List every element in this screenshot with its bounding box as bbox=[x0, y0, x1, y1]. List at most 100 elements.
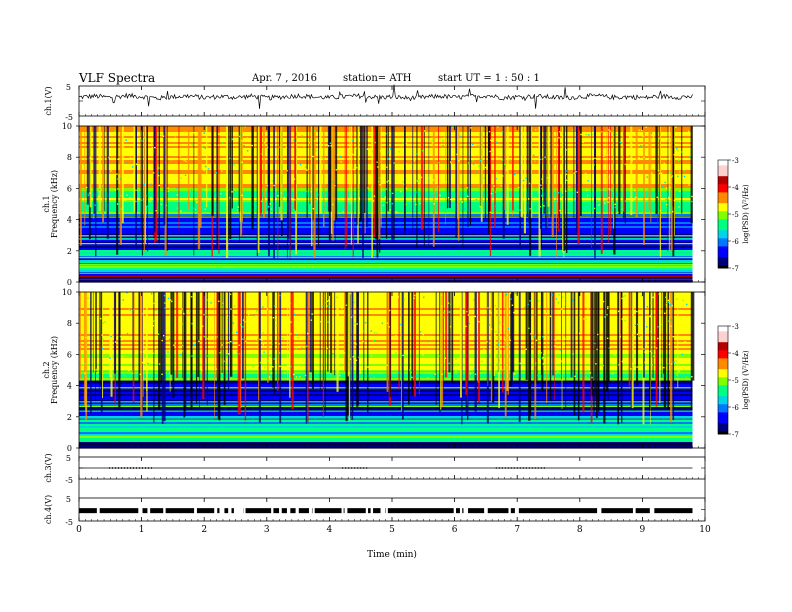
spectral-speckle bbox=[217, 144, 220, 146]
spectral-speckle bbox=[542, 363, 545, 365]
sferic-line bbox=[659, 126, 661, 243]
spectral-speckle bbox=[450, 325, 452, 328]
spectrogram-band bbox=[79, 218, 693, 221]
sferic-line bbox=[448, 292, 451, 373]
sferic-line bbox=[400, 292, 403, 412]
spectral-speckle bbox=[301, 347, 303, 349]
sferic-line bbox=[260, 126, 262, 217]
spectrogram-band bbox=[79, 222, 693, 225]
spectral-speckle bbox=[180, 172, 182, 175]
spectral-speckle bbox=[689, 155, 692, 157]
spectral-speckle bbox=[638, 129, 640, 132]
spectral-speckle bbox=[180, 139, 182, 141]
spectral-speckle bbox=[379, 184, 381, 186]
sferic-line bbox=[511, 292, 513, 386]
spectral-speckle bbox=[564, 305, 566, 308]
spectral-speckle bbox=[279, 294, 281, 297]
sferic-line bbox=[643, 126, 645, 245]
spectral-speckle bbox=[110, 170, 112, 172]
spectral-speckle bbox=[636, 310, 638, 313]
ch4-gap bbox=[243, 507, 246, 514]
spectral-speckle bbox=[473, 368, 476, 370]
spectral-speckle bbox=[435, 166, 437, 168]
spectral-speckle bbox=[114, 130, 116, 132]
spectral-speckle bbox=[126, 332, 129, 335]
spectral-speckle bbox=[434, 200, 436, 202]
spectral-speckle bbox=[675, 154, 677, 156]
sferic-line bbox=[334, 126, 336, 243]
spectral-speckle bbox=[660, 323, 662, 326]
spectral-speckle bbox=[624, 163, 626, 166]
spectral-speckle bbox=[230, 308, 232, 310]
spectral-speckle bbox=[312, 155, 314, 158]
spectral-speckle bbox=[167, 297, 170, 300]
spectral-speckle bbox=[559, 349, 561, 351]
spectral-speckle bbox=[238, 353, 241, 355]
spectral-speckle bbox=[314, 129, 316, 132]
ch4-gap bbox=[341, 507, 344, 514]
spectrogram-band bbox=[79, 358, 693, 361]
spectral-speckle bbox=[649, 350, 652, 353]
spectral-speckle bbox=[293, 139, 295, 142]
sferic-line bbox=[667, 126, 669, 252]
spectral-speckle bbox=[241, 194, 243, 197]
spectral-speckle bbox=[184, 187, 187, 190]
y-tick-label: 10 bbox=[62, 122, 72, 131]
spectral-speckle bbox=[352, 314, 355, 317]
sferic-line bbox=[523, 126, 526, 234]
sferic-line bbox=[164, 126, 167, 257]
spectral-speckle bbox=[238, 135, 241, 138]
spectral-speckle bbox=[645, 126, 647, 128]
spectral-speckle bbox=[603, 155, 605, 158]
sferic-line bbox=[618, 126, 621, 215]
spectral-speckle bbox=[209, 304, 211, 306]
sferic-line bbox=[95, 126, 97, 257]
colorbar-segment bbox=[718, 415, 728, 419]
spectral-speckle bbox=[268, 294, 270, 296]
spectrogram-band bbox=[79, 328, 693, 331]
spectral-speckle bbox=[642, 135, 644, 137]
sferic-line bbox=[141, 126, 143, 256]
spectral-speckle bbox=[221, 170, 223, 172]
spectral-speckle bbox=[274, 319, 277, 321]
spectral-speckle bbox=[242, 338, 244, 340]
spectral-speckle bbox=[216, 336, 219, 338]
spectral-speckle bbox=[129, 197, 131, 199]
spectral-speckle bbox=[541, 195, 543, 197]
colorbar-segment bbox=[718, 417, 728, 421]
colorbar-segment bbox=[718, 428, 728, 432]
sferic-line bbox=[652, 292, 654, 378]
colorbar-segment bbox=[718, 353, 728, 357]
spectrogram-band bbox=[79, 422, 693, 425]
spectral-speckle bbox=[607, 176, 609, 178]
spectral-speckle bbox=[349, 358, 352, 360]
colorbar-segment bbox=[718, 211, 728, 215]
spectral-speckle bbox=[221, 306, 224, 308]
spectral-speckle bbox=[675, 342, 677, 344]
spectral-speckle bbox=[148, 197, 150, 200]
spectral-speckle bbox=[299, 163, 302, 166]
spectral-speckle bbox=[637, 211, 639, 213]
spectral-speckle bbox=[108, 332, 110, 335]
spectral-speckle bbox=[323, 332, 326, 334]
spectral-speckle bbox=[323, 206, 326, 209]
spectral-speckle bbox=[191, 346, 194, 349]
spectral-speckle bbox=[425, 366, 428, 368]
sferic-line bbox=[218, 126, 220, 254]
sferic-line bbox=[223, 292, 226, 405]
spectral-speckle bbox=[420, 176, 423, 179]
spectral-speckle bbox=[479, 159, 482, 162]
spectral-speckle bbox=[196, 201, 198, 204]
sferic-line bbox=[490, 292, 493, 401]
spectral-speckle bbox=[326, 300, 329, 303]
spectral-speckle bbox=[675, 373, 678, 376]
spectral-speckle bbox=[684, 176, 687, 178]
spectral-speckle bbox=[397, 158, 399, 161]
spectral-speckle bbox=[368, 182, 371, 185]
spectrogram-band bbox=[79, 344, 693, 347]
spectral-speckle bbox=[539, 205, 542, 208]
x-tick-label: 9 bbox=[640, 525, 646, 535]
sferic-line bbox=[110, 292, 113, 397]
spectral-speckle bbox=[650, 313, 653, 316]
ch4-gap bbox=[484, 507, 488, 514]
